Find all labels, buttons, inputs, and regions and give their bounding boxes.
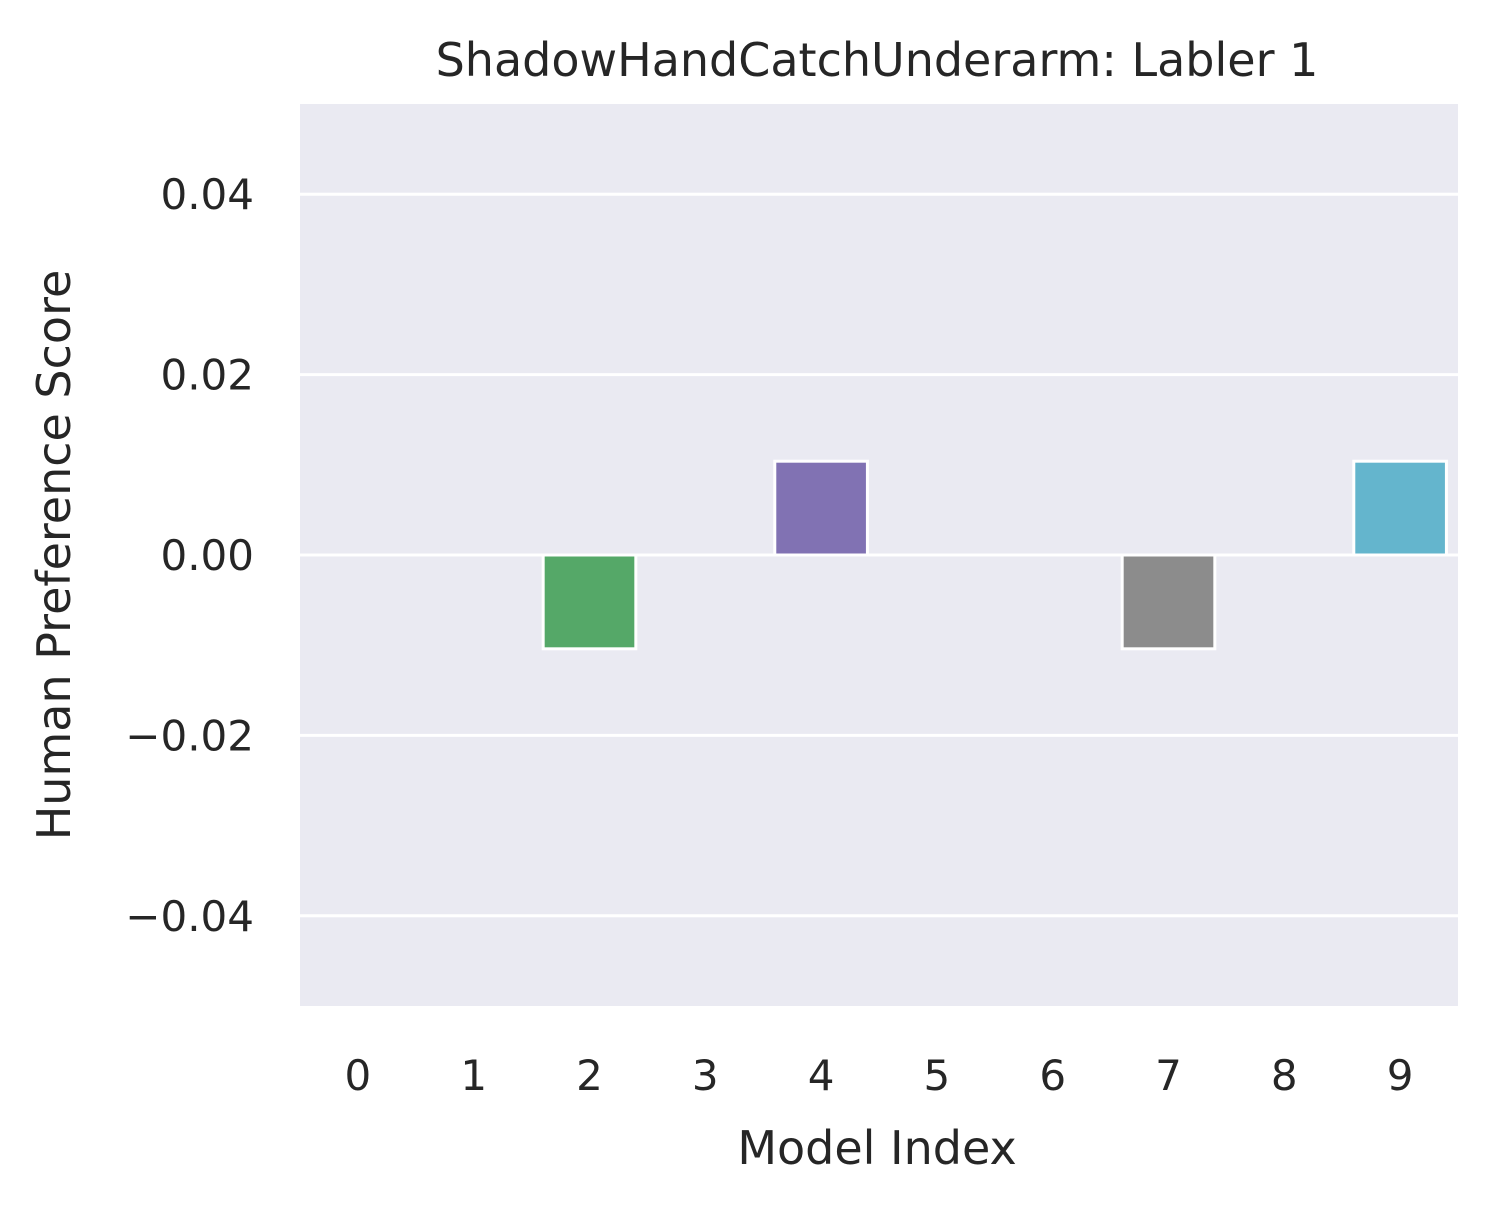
x-tick-label: 6: [1039, 1051, 1066, 1100]
y-tick-label: −0.04: [125, 892, 254, 941]
x-tick-label: 5: [924, 1051, 951, 1100]
y-tick-labels: 0.04 0.02 0.00 −0.02 −0.04: [125, 170, 254, 941]
x-tick-label: 0: [345, 1051, 372, 1100]
grid-lines: [300, 192, 1458, 918]
x-tick-label: 7: [1155, 1051, 1182, 1100]
bar-model-9: [1352, 459, 1448, 557]
x-tick-labels: 0 1 2 3 4 5 6 7 8 9: [345, 1051, 1414, 1100]
x-tick-label: 2: [576, 1051, 603, 1100]
y-tick-label: 0.04: [160, 170, 254, 219]
y-axis-label: Human Preference Score: [27, 270, 81, 841]
y-tick-label: 0.02: [160, 351, 254, 400]
chart-title: ShadowHandCatchUnderarm: Labler 1: [436, 33, 1319, 87]
bar-model-2: [541, 553, 638, 651]
y-tick-label: −0.02: [125, 711, 254, 760]
bar-model-7: [1120, 553, 1217, 651]
x-tick-label: 4: [808, 1051, 835, 1100]
x-tick-label: 8: [1271, 1051, 1298, 1100]
y-tick-label: 0.00: [160, 531, 254, 580]
x-tick-label: 9: [1387, 1051, 1414, 1100]
x-tick-label: 3: [692, 1051, 719, 1100]
x-tick-label: 1: [460, 1051, 487, 1100]
bars: [541, 459, 1448, 651]
x-axis-label: Model Index: [737, 1121, 1016, 1175]
bar-model-4: [773, 459, 869, 557]
